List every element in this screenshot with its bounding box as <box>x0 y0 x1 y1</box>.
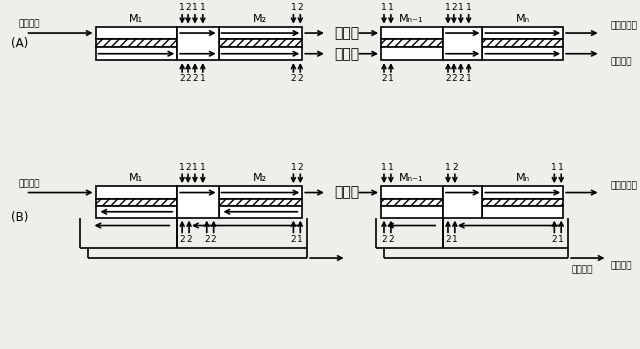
Text: 原料ガス: 原料ガス <box>19 20 40 29</box>
Bar <box>219 206 302 218</box>
Text: 2: 2 <box>298 3 303 13</box>
Bar <box>483 186 563 199</box>
Text: 2: 2 <box>451 3 457 13</box>
Bar <box>95 199 177 206</box>
Text: 2: 2 <box>185 74 191 83</box>
Bar <box>219 39 302 47</box>
Text: 1: 1 <box>388 3 394 13</box>
Text: 非透過ガス: 非透過ガス <box>611 181 637 190</box>
Text: 1: 1 <box>381 163 387 172</box>
Text: 2: 2 <box>298 163 303 172</box>
Bar <box>381 199 443 206</box>
Text: 1: 1 <box>458 3 463 13</box>
Text: 透過ガス: 透過ガス <box>611 261 632 270</box>
Bar <box>95 206 177 218</box>
Text: 2: 2 <box>451 74 457 83</box>
Text: ・・・: ・・・ <box>334 186 359 200</box>
Bar <box>95 47 177 60</box>
Bar <box>219 186 302 199</box>
Text: 2: 2 <box>185 3 191 13</box>
Text: 2: 2 <box>388 235 394 244</box>
Text: 1: 1 <box>388 163 394 172</box>
Bar <box>381 186 443 199</box>
Text: M₁: M₁ <box>129 173 143 183</box>
Text: 1: 1 <box>291 163 296 172</box>
Bar <box>483 199 563 206</box>
Bar <box>177 186 219 218</box>
Text: 2: 2 <box>298 74 303 83</box>
Text: 1: 1 <box>381 3 387 13</box>
Text: 1: 1 <box>179 163 185 172</box>
Text: 1: 1 <box>298 235 303 244</box>
Text: Mₙ: Mₙ <box>516 173 530 183</box>
Bar <box>483 206 563 218</box>
Text: 1: 1 <box>558 163 564 172</box>
Text: 2: 2 <box>291 235 296 244</box>
Text: 1: 1 <box>445 3 451 13</box>
Text: 2: 2 <box>381 74 387 83</box>
Text: 2: 2 <box>445 235 451 244</box>
Bar <box>219 27 302 39</box>
Text: 2: 2 <box>291 74 296 83</box>
Bar <box>381 27 443 39</box>
Bar <box>443 27 483 60</box>
Text: Mₙ₋₁: Mₙ₋₁ <box>399 14 424 24</box>
Text: 1: 1 <box>179 3 185 13</box>
Bar <box>219 47 302 60</box>
Text: 1: 1 <box>200 74 205 83</box>
Text: 2: 2 <box>458 74 463 83</box>
Bar <box>177 27 219 60</box>
Text: 1: 1 <box>452 235 458 244</box>
Text: 1: 1 <box>200 3 205 13</box>
Text: M₂: M₂ <box>253 14 267 24</box>
Text: 透過ガス: 透過ガス <box>571 265 593 274</box>
Bar <box>95 39 177 47</box>
Text: (B): (B) <box>11 211 28 224</box>
Text: ・・・: ・・・ <box>334 26 359 40</box>
Text: 1: 1 <box>466 74 472 83</box>
Bar <box>483 27 563 39</box>
Bar <box>95 186 177 199</box>
Text: 原料ガス: 原料ガス <box>19 179 40 188</box>
Text: 2: 2 <box>179 235 185 244</box>
Text: M₂: M₂ <box>253 173 267 183</box>
Text: 1: 1 <box>388 74 394 83</box>
Bar <box>443 186 483 218</box>
Bar <box>95 27 177 39</box>
Text: 2: 2 <box>452 163 458 172</box>
Text: 1: 1 <box>552 163 557 172</box>
Text: 1: 1 <box>192 3 198 13</box>
Text: 2: 2 <box>192 74 198 83</box>
Text: 2: 2 <box>185 163 191 172</box>
Text: 2: 2 <box>381 235 387 244</box>
Text: M₁: M₁ <box>129 14 143 24</box>
Bar <box>483 47 563 60</box>
Text: (A): (A) <box>11 37 28 50</box>
Text: 2: 2 <box>186 235 192 244</box>
Text: 1: 1 <box>445 163 451 172</box>
Text: 1: 1 <box>192 163 198 172</box>
Text: ・・・: ・・・ <box>334 47 359 61</box>
Bar <box>219 199 302 206</box>
Text: 2: 2 <box>179 74 185 83</box>
Text: 透過ガス: 透過ガス <box>611 57 632 66</box>
Text: 1: 1 <box>291 3 296 13</box>
Text: 1: 1 <box>558 235 564 244</box>
Text: 2: 2 <box>445 74 451 83</box>
Text: Mₙ₋₁: Mₙ₋₁ <box>399 173 424 183</box>
Bar <box>381 47 443 60</box>
Text: 1: 1 <box>200 163 205 172</box>
Bar <box>381 206 443 218</box>
Bar <box>381 39 443 47</box>
Text: 2: 2 <box>211 235 216 244</box>
Text: 非透過ガス: 非透過ガス <box>611 22 637 31</box>
Text: Mₙ: Mₙ <box>516 14 530 24</box>
Text: 2: 2 <box>552 235 557 244</box>
Bar <box>483 39 563 47</box>
Text: 1: 1 <box>466 3 472 13</box>
Text: 2: 2 <box>204 235 209 244</box>
